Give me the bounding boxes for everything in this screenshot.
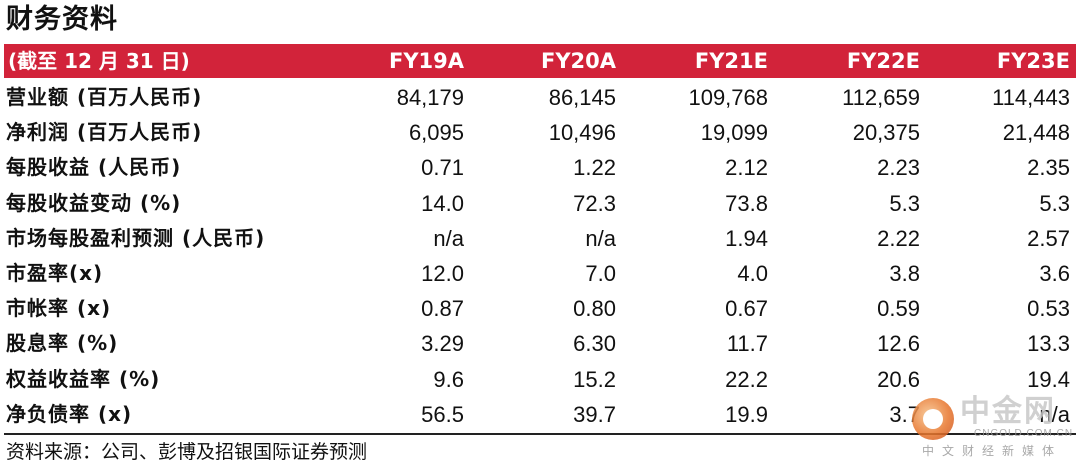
table-cell: 19.9 — [725, 401, 768, 427]
watermark: 中金网 CNGOLD.COM.CN 中文财经新媒体 — [912, 394, 1072, 464]
row-label: 市场每股盈利预测 (人民币) — [6, 225, 266, 250]
table-row: 市盈率(x) 12.0 7.0 4.0 3.8 3.6 — [4, 256, 1076, 291]
table-cell: 12.6 — [877, 331, 920, 357]
table-cell: 5.3 — [1039, 190, 1070, 216]
page-title: 财务资料 — [6, 4, 118, 35]
row-label: 每股收益 (人民币) — [6, 155, 182, 180]
table-cell: 0.71 — [421, 155, 464, 181]
table-cell: 0.80 — [573, 296, 616, 322]
watermark-tagline: 中文财经新媒体 — [922, 444, 1063, 458]
table-cell: n/a — [433, 225, 464, 251]
table-row: 净负债率 (x) 56.5 39.7 19.9 3.7 n/a — [4, 397, 1076, 432]
table-cell: 3.6 — [1039, 260, 1070, 286]
row-label: 权益收益率 (%) — [6, 366, 161, 391]
table-row: 市帐率 (x) 0.87 0.80 0.67 0.59 0.53 — [4, 291, 1076, 326]
table-cell: 0.67 — [725, 296, 768, 322]
table-cell: 1.94 — [725, 225, 768, 251]
table-cell: 12.0 — [421, 260, 464, 286]
row-label: 净利润 (百万人民币) — [6, 120, 203, 145]
table-cell: 22.2 — [725, 366, 768, 392]
row-label: 市盈率(x) — [6, 260, 104, 285]
table-cell: 14.0 — [421, 190, 464, 216]
table-cell: 114,443 — [992, 85, 1070, 110]
table-cell: 112,659 — [842, 85, 920, 110]
table-cell: 3.29 — [421, 331, 464, 357]
table-cell: 13.3 — [1027, 331, 1070, 357]
table-cell: 9.6 — [433, 366, 464, 392]
table-cell: 10,496 — [548, 120, 616, 146]
table-header-row: (截至 12 月 31 日) FY19A FY20A FY21E FY22E F… — [4, 44, 1076, 78]
table-cell: 73.8 — [725, 190, 768, 216]
header-col-fy19a: FY19A — [388, 49, 464, 73]
table-cell: 2.57 — [1027, 225, 1070, 251]
table-cell: 20.6 — [877, 366, 920, 392]
table-cell: 21,448 — [1002, 120, 1070, 146]
table-cell: 2.22 — [877, 225, 920, 251]
table-cell: 109,768 — [688, 85, 768, 110]
table-cell: 0.53 — [1027, 296, 1070, 322]
table-cell: 6,095 — [408, 120, 464, 146]
table-body: 营业额 (百万人民币) 84,179 86,145 109,768 112,65… — [4, 80, 1076, 432]
table-row: 净利润 (百万人民币) 6,095 10,496 19,099 20,375 2… — [4, 115, 1076, 150]
row-label: 净负债率 (x) — [6, 401, 133, 426]
table-cell: 86,145 — [548, 85, 616, 110]
table-cell: 5.3 — [889, 190, 920, 216]
table-cell: 4.0 — [737, 260, 768, 286]
table-cell: 1.22 — [573, 155, 616, 181]
header-label: (截至 12 月 31 日) — [8, 49, 190, 73]
table-cell: 72.3 — [573, 190, 616, 216]
table-cell: n/a — [1039, 401, 1070, 427]
cngold-logo-icon — [912, 398, 954, 440]
watermark-name: 中金网 — [960, 394, 1056, 429]
table-cell: 56.5 — [421, 401, 464, 427]
watermark-domain: CNGOLD.COM.CN — [974, 428, 1074, 439]
header-col-fy22e: FY22E — [846, 49, 920, 73]
table-row: 股息率 (%) 3.29 6.30 11.7 12.6 13.3 — [4, 326, 1076, 361]
source-note: 资料来源：公司、彭博及招银国际证券预测 — [6, 441, 368, 463]
table-cell: 0.59 — [877, 296, 920, 322]
table-cell: 3.8 — [889, 260, 920, 286]
table-row: 每股收益 (人民币) 0.71 1.22 2.12 2.23 2.35 — [4, 150, 1076, 185]
table-cell: 20,375 — [852, 120, 920, 146]
row-label: 营业额 (百万人民币) — [6, 85, 203, 109]
table-cell: 15.2 — [573, 366, 616, 392]
table-row: 每股收益变动 (%) 14.0 72.3 73.8 5.3 5.3 — [4, 186, 1076, 221]
table-cell: 19,099 — [700, 120, 768, 146]
table-cell: 19.4 — [1027, 366, 1070, 392]
table-bottom-rule — [4, 433, 1076, 435]
table-cell: n/a — [585, 225, 616, 251]
table-cell: 39.7 — [573, 401, 616, 427]
table-cell: 7.0 — [585, 260, 616, 286]
table-row: 营业额 (百万人民币) 84,179 86,145 109,768 112,65… — [4, 80, 1076, 115]
header-col-fy23e: FY23E — [996, 49, 1070, 73]
table-cell: 2.23 — [877, 155, 920, 181]
table-row: 权益收益率 (%) 9.6 15.2 22.2 20.6 19.4 — [4, 362, 1076, 397]
table-cell: 11.7 — [726, 331, 768, 357]
table-cell: 0.87 — [421, 296, 464, 322]
row-label: 市帐率 (x) — [6, 296, 112, 321]
row-label: 股息率 (%) — [6, 331, 119, 356]
table-row: 市场每股盈利预测 (人民币) n/a n/a 1.94 2.22 2.57 — [4, 221, 1076, 256]
header-col-fy20a: FY20A — [540, 49, 616, 73]
table-cell: 2.12 — [725, 155, 768, 181]
header-col-fy21e: FY21E — [694, 49, 768, 73]
table-cell: 2.35 — [1027, 155, 1070, 181]
table-cell: 84,179 — [396, 85, 464, 110]
row-label: 每股收益变动 (%) — [6, 190, 182, 215]
table-cell: 6.30 — [573, 331, 616, 357]
